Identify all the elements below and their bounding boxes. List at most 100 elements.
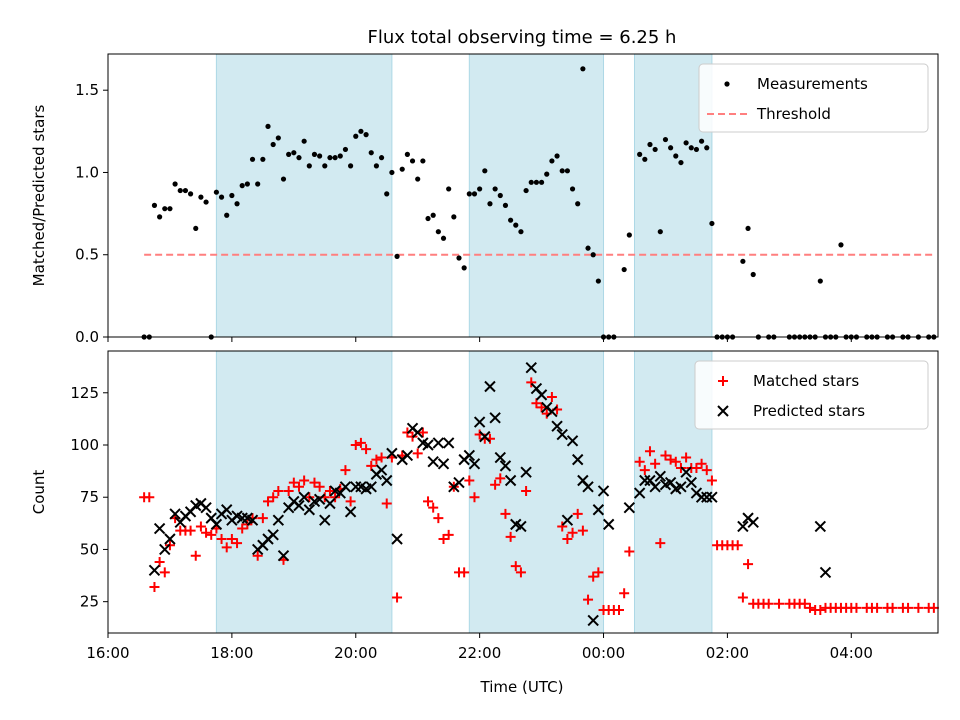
measurement-point (709, 220, 715, 227)
predicted-point (221, 504, 233, 516)
matched-point (159, 567, 170, 578)
measurement-point (637, 151, 643, 157)
predicted-point (159, 543, 171, 556)
measurement-point (317, 153, 323, 159)
measurement-point (368, 150, 374, 156)
matched-point (293, 481, 304, 492)
measurement-point (224, 212, 230, 218)
predicted-point (303, 504, 316, 516)
predicted-point (546, 405, 558, 418)
matched-point (655, 538, 666, 549)
measurement-point (265, 123, 271, 129)
measurement-point (466, 191, 472, 197)
predicted-point (597, 485, 610, 497)
measurement-point (322, 163, 328, 169)
measurement-point (662, 136, 669, 143)
shaded-interval (468, 350, 605, 634)
predicted-point (437, 458, 450, 470)
measurement-point (182, 187, 189, 194)
matched-point (593, 567, 604, 578)
y-axis-label: Matched/Predicted stars (30, 105, 48, 287)
predicted-point (706, 491, 718, 503)
matched-point (732, 540, 743, 551)
measurement-point (513, 222, 519, 228)
figure-title: Flux total observing time = 6.25 h (368, 27, 677, 48)
matched-point (913, 602, 924, 613)
x-tick-label: 16:00 (86, 644, 129, 662)
matched-point (206, 529, 217, 540)
matched-point (743, 559, 754, 570)
matched-point (438, 534, 449, 544)
matched-point (500, 508, 511, 519)
series-measurements (141, 66, 937, 340)
legend-marker-predicted (717, 405, 729, 417)
legend: Matched stars Predicted stars (694, 360, 929, 430)
measurement-point (409, 158, 416, 164)
measurement-point (255, 181, 261, 187)
matched-point (928, 602, 939, 613)
predicted-point (654, 470, 667, 483)
predicted-point (649, 481, 661, 493)
measurement-point (673, 153, 679, 159)
matched-point (263, 496, 274, 507)
measurement-point (342, 146, 349, 153)
predicted-point (293, 499, 305, 512)
measurement-point (678, 159, 684, 166)
matched-point (350, 440, 361, 450)
matched-point (392, 592, 403, 603)
predicted-point (520, 466, 532, 478)
predicted-point (582, 481, 594, 493)
measurement-point (502, 202, 509, 208)
measurement-point (693, 146, 700, 153)
measurement-point (575, 201, 581, 207)
predicted-point (633, 487, 646, 499)
predicted-point (484, 380, 496, 393)
measurement-point (327, 155, 333, 161)
y-tick-label: 0.0 (75, 328, 99, 346)
matched-point (443, 529, 454, 540)
predicted-point (319, 514, 331, 526)
predicted-point (556, 428, 568, 441)
matched-point (624, 546, 635, 557)
measurement-point (347, 163, 354, 169)
count-plot: 25 50 75 100 125 16:00 18:00 20:00 22:00 00:00 02:… (30, 350, 939, 662)
x-tick-label: 20:00 (334, 644, 377, 662)
matched-point (232, 538, 243, 549)
measurement-point (554, 153, 560, 159)
predicted-point (381, 474, 393, 487)
predicted-point (453, 476, 465, 489)
predicted-point (210, 518, 223, 531)
predicted-point (169, 508, 181, 520)
measurement-point (657, 229, 663, 235)
measurement-point (497, 192, 503, 199)
matched-point (366, 460, 377, 471)
matched-point (268, 492, 279, 503)
measurement-point (332, 155, 338, 161)
matched-point (288, 477, 299, 488)
measurement-point (580, 66, 586, 72)
matched-point (381, 498, 392, 509)
matched-point (701, 465, 712, 476)
predicted-point (164, 533, 176, 545)
predicted-point (277, 550, 290, 562)
measurement-point (389, 169, 395, 176)
matched-point (681, 452, 692, 463)
measurement-point (425, 215, 431, 222)
matched-point (567, 527, 578, 538)
measurement-point (745, 225, 751, 232)
measurement-point (167, 206, 173, 212)
measurement-point (538, 179, 545, 185)
predicted-point (401, 449, 414, 462)
predicted-point (592, 504, 605, 516)
predicted-point (365, 481, 377, 493)
predicted-point (535, 389, 548, 401)
matched-point (490, 479, 501, 490)
predicted-point (422, 439, 434, 451)
matched-point (216, 534, 227, 544)
matched-point (361, 444, 372, 455)
predicted-point (499, 460, 512, 472)
matched-point (195, 521, 206, 532)
legend-label: Measurements (757, 75, 868, 93)
matched-point (423, 496, 434, 507)
